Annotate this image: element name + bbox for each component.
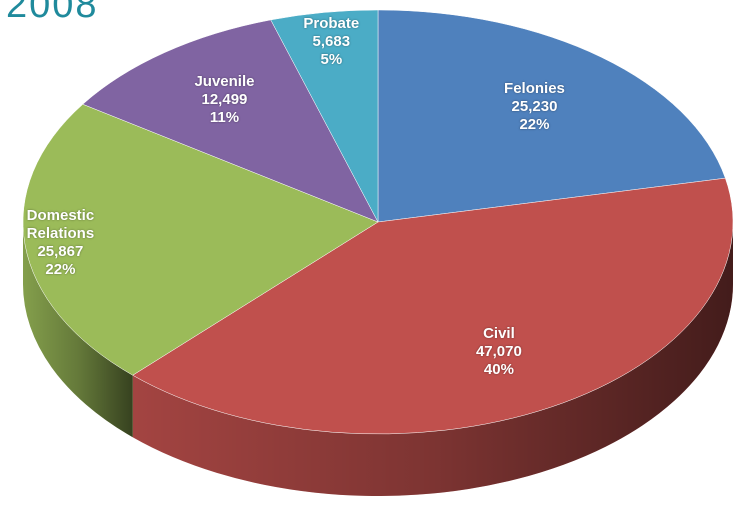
pie-slice: [270, 9, 379, 223]
slice-percent: 22%: [45, 260, 76, 278]
slice-name: Probate: [303, 14, 360, 32]
pie-side-shade: [132, 222, 733, 496]
slice-name: Juvenile: [194, 72, 255, 90]
slice-percent: 5%: [320, 50, 343, 68]
slice-label: Juvenile 12,499 11%: [174, 73, 274, 127]
pie-slice: [132, 177, 733, 435]
slice-label: Domestic Relations 25,867 22%: [10, 207, 110, 279]
slice-value: 5,683: [312, 32, 351, 50]
slice-value: 12,499: [201, 90, 248, 108]
slice-percent: 11%: [209, 108, 240, 126]
pie-slice: [377, 9, 726, 223]
slice-label: Civil 47,070 40%: [449, 325, 549, 379]
slice-label: Probate 5,683 5%: [281, 15, 381, 69]
pie-slice: [22, 103, 379, 376]
slice-percent: 22%: [519, 115, 550, 133]
pie-slice: [82, 19, 379, 223]
slice-value: 25,230: [511, 97, 558, 115]
slice-percent: 40%: [483, 360, 514, 378]
slice-name: Civil: [483, 324, 515, 342]
pie-side-shade: [23, 222, 133, 438]
slice-value: 25,867: [37, 242, 84, 260]
slice-name: Domestic Relations: [26, 206, 95, 242]
slice-label: Felonies 25,230 22%: [484, 80, 584, 134]
slice-name: Felonies: [504, 79, 565, 97]
chart-title: 2008: [6, 0, 99, 26]
slice-value: 47,070: [475, 342, 522, 360]
